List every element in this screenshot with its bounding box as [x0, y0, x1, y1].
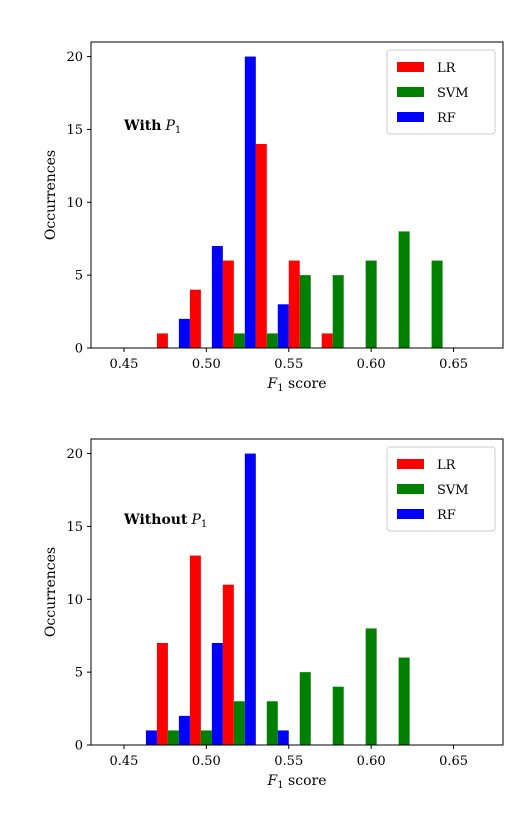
- bar-svm-0.51: [233, 333, 245, 348]
- x-tick-label: 0.65: [439, 754, 468, 769]
- bar-lr-0.47: [156, 333, 168, 348]
- y-tick-label: 10: [66, 593, 83, 608]
- bar-lr-0.47: [156, 643, 168, 745]
- x-tick-label: 0.55: [274, 357, 303, 372]
- bar-rf-0.51: [244, 453, 256, 745]
- bar-svm-0.63: [431, 260, 443, 348]
- bar-svm-0.61: [398, 657, 410, 745]
- legend-label-svm: SVM: [437, 483, 469, 498]
- bar-lr-0.53: [255, 144, 267, 348]
- legend-swatch-svm: [397, 484, 424, 494]
- y-tick-label: 15: [66, 520, 83, 535]
- bar-rf-0.49: [211, 246, 223, 348]
- bar-svm-0.53: [266, 333, 278, 348]
- y-axis-label: Occurrences: [43, 150, 59, 240]
- bar-svm-0.55: [299, 672, 311, 745]
- y-tick-label: 0: [75, 342, 83, 357]
- x-axis-label: F1 score: [267, 376, 327, 394]
- bar-rf-0.53: [277, 730, 289, 745]
- y-tick-label: 5: [75, 666, 83, 681]
- y-tick-label: 20: [66, 447, 83, 462]
- legend-swatch-lr: [397, 62, 424, 72]
- panel-annotation: With P1: [123, 118, 181, 136]
- bar-rf-0.49: [211, 643, 223, 745]
- bar-lr-0.55: [288, 260, 300, 348]
- bar-lr-0.49: [189, 555, 201, 745]
- y-tick-label: 0: [75, 739, 83, 754]
- bar-rf-0.51: [244, 56, 256, 348]
- bar-svm-0.57: [332, 275, 344, 348]
- y-axis-label: Occurrences: [43, 547, 59, 637]
- y-tick-label: 20: [66, 50, 83, 65]
- x-tick-label: 0.60: [357, 357, 386, 372]
- bar-svm-0.59: [365, 260, 377, 348]
- chart-2: 0.45 0.50 0.55 0.60 0.65 0 5 10 15 20 Occurrences F…: [43, 438, 504, 791]
- y-tick-label: 15: [66, 123, 83, 138]
- x-tick-label: 0.45: [109, 357, 138, 372]
- x-tick-label: 0.45: [109, 754, 138, 769]
- legend-swatch-rf: [397, 112, 424, 122]
- bar-lr-0.51: [222, 584, 234, 745]
- bar-rf-0.45: [145, 730, 157, 745]
- legend: LR SVM RF: [386, 49, 496, 135]
- bar-svm-0.47: [167, 730, 179, 745]
- x-tick-label: 0.60: [357, 754, 386, 769]
- bar-rf-0.47: [178, 318, 190, 348]
- bar-svm-0.55: [299, 275, 311, 348]
- legend-label-svm: SVM: [437, 86, 469, 101]
- x-tick-label: 0.50: [192, 754, 221, 769]
- chart-1: 0.45 0.50 0.55 0.60 0.65 0 5 10 15 20 Occurrences F…: [43, 41, 504, 394]
- legend-label-rf: RF: [437, 111, 456, 126]
- x-tick-label: 0.50: [192, 357, 221, 372]
- legend-swatch-svm: [397, 87, 424, 97]
- bar-lr-0.49: [189, 289, 201, 348]
- legend-label-lr: LR: [437, 458, 457, 473]
- bar-svm-0.49: [200, 730, 212, 745]
- legend-swatch-lr: [397, 459, 424, 469]
- plot-frame: [90, 41, 504, 349]
- bar-svm-0.53: [266, 701, 278, 745]
- y-tick-label: 10: [66, 196, 83, 211]
- plot-frame: [90, 438, 504, 746]
- x-tick-label: 0.65: [439, 357, 468, 372]
- legend-label-rf: RF: [437, 508, 456, 523]
- bar-svm-0.51: [233, 701, 245, 745]
- bar-svm-0.57: [332, 686, 344, 745]
- legend-swatch-rf: [397, 509, 424, 519]
- bar-lr-0.51: [222, 260, 234, 348]
- panel-annotation: Without P1: [123, 512, 207, 530]
- bar-rf-0.47: [178, 715, 190, 745]
- y-tick-label: 5: [75, 269, 83, 284]
- bar-svm-0.59: [365, 628, 377, 745]
- bar-svm-0.61: [398, 231, 410, 348]
- bar-rf-0.53: [277, 304, 289, 348]
- legend: LR SVM RF: [386, 446, 496, 532]
- legend-label-lr: LR: [437, 61, 457, 76]
- x-tick-label: 0.55: [274, 754, 303, 769]
- bar-lr-0.57: [321, 333, 333, 348]
- x-axis-label: F1 score: [267, 773, 327, 791]
